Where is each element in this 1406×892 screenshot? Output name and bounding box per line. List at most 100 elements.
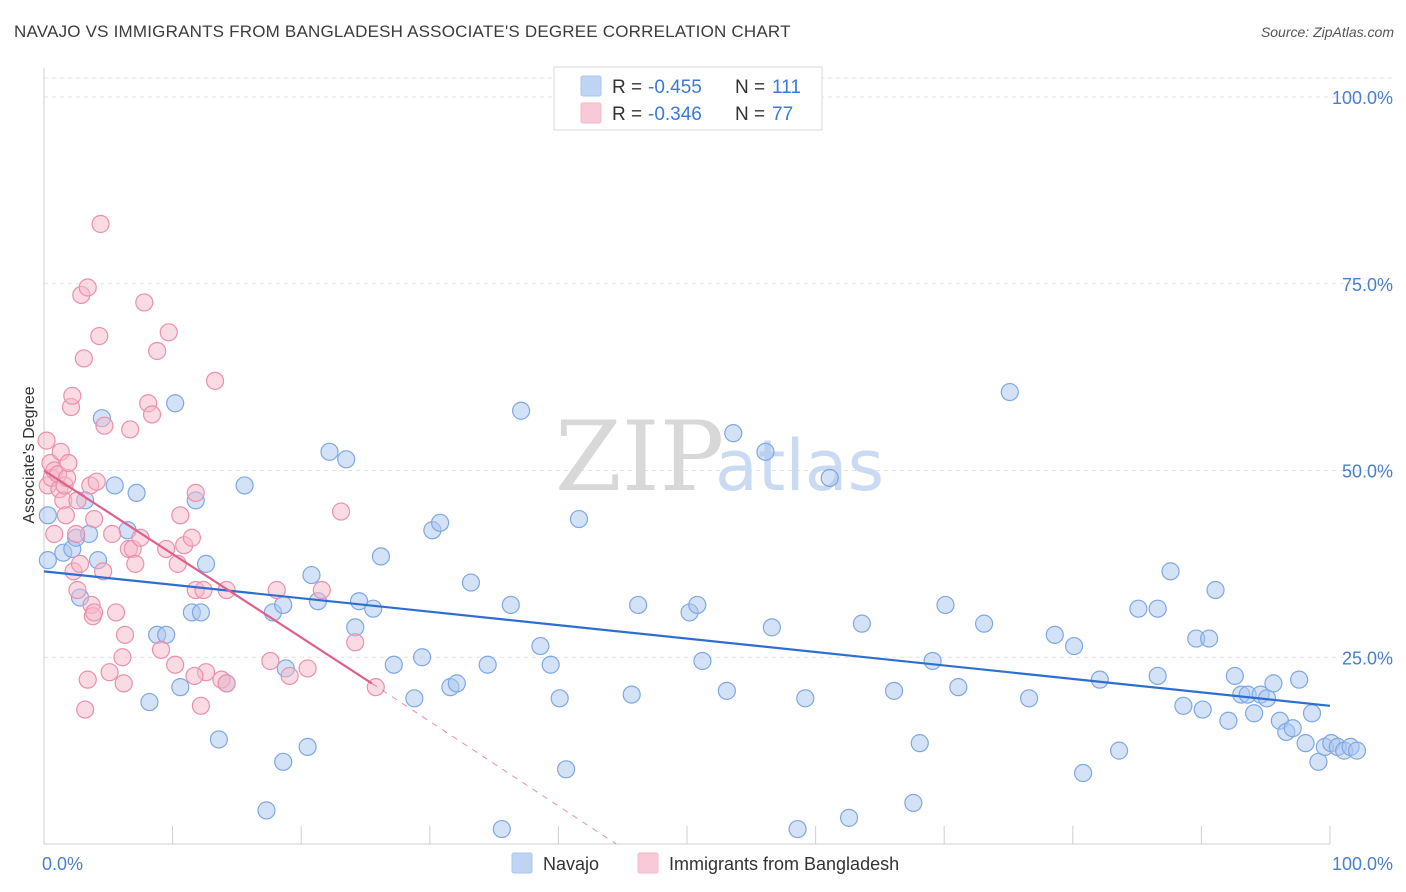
navajo-point [405,689,424,708]
bangladesh-point [331,502,351,521]
navajo-point [569,509,589,529]
series-legend: Navajo Immigrants from Bangladesh [511,852,899,874]
bangladesh-point [217,674,236,693]
chart-title: NAVAJO VS IMMIGRANTS FROM BANGLADESH ASS… [14,22,791,41]
navajo-point [1225,666,1244,686]
bangladesh-point [85,603,104,622]
y-tick-label: 25.0% [1342,648,1393,668]
navajo-point [852,614,871,633]
navajo-point [923,651,942,671]
data-points [37,214,1367,839]
navajo-point [949,678,968,697]
bangladesh-point [78,670,97,689]
navajo-point [1193,700,1212,719]
navajo-point [1309,752,1328,771]
legend-r-label-navajo: R = [612,77,642,98]
bangladesh-point [185,666,204,686]
bangladesh-point [151,640,171,659]
navajo-point [550,689,569,708]
navajo-point [1000,382,1019,402]
navajo-point [1245,704,1264,723]
legend-n-label-bangladesh: N = [735,104,765,125]
bangladesh-point [148,341,167,361]
bangladesh-point [103,524,122,544]
bangladesh-point [191,696,210,715]
navajo-point [1206,580,1225,600]
navajo-point [1283,719,1302,738]
navajo-point [1219,711,1238,730]
navajo-point [492,819,511,839]
navajo-point [1019,689,1039,708]
x-tick-label: 0.0% [42,854,83,874]
navajo-point [1109,741,1129,760]
bangladesh-point [182,528,201,547]
navajo-trend-line [43,570,1331,707]
y-tick-label: 100.0% [1332,88,1393,108]
bangladesh-point [37,431,56,450]
navajo-point [1264,674,1283,693]
navajo-point [910,734,929,753]
bangladesh-point [74,349,93,368]
navajo-point [171,678,190,697]
bangladesh-point [166,655,185,674]
navajo-point [412,648,432,667]
navajo-point [298,737,317,756]
navajo-point [461,573,481,592]
x-tick-labels: 0.0% 100.0% [42,854,1393,874]
navajo-point [904,793,923,813]
navajo-point [762,618,781,637]
bangladesh-point [113,648,132,667]
bangladesh-point [95,416,114,435]
bangladesh-point [114,674,133,693]
navajo-point [371,547,391,566]
legend-swatch-navajo [580,75,602,97]
bangladesh-point [115,625,135,644]
navajo-point [302,565,321,585]
navajo-point [839,808,859,827]
bangladesh-point [126,554,145,573]
stats-legend: R = -0.455 N = 111 R = -0.346 N = 77 [553,66,823,131]
bangladesh-point [171,506,190,525]
bangladesh-trend-line [43,469,373,685]
series-legend-swatch-navajo [511,852,533,874]
bangladesh-point [91,214,110,234]
navajo-point [884,681,904,700]
navajo-point [38,551,57,570]
bangladesh-point [298,659,317,678]
bangladesh-point [87,472,106,491]
bangladesh-point [106,603,126,622]
bangladesh-point [67,524,86,544]
navajo-point [320,442,339,461]
bangladesh-point [56,506,75,525]
legend-r-label-bangladesh: R = [612,104,642,125]
navajo-point [1090,670,1109,689]
navajo-point [974,614,994,633]
watermark-zip: ZIP [555,401,724,513]
bangladesh-point [312,580,331,600]
navajo-point [1290,670,1309,689]
navajo-point [364,599,383,618]
bangladesh-point [346,633,365,652]
bangladesh-point [100,663,119,682]
navajo-point [688,595,707,615]
navajo-point [1302,704,1322,723]
navajo-point [1129,599,1148,618]
bangladesh-point [159,323,178,342]
series-legend-label-bangladesh: Immigrants from Bangladesh [669,854,899,874]
navajo-point [105,476,124,495]
legend-n-value-bangladesh: 77 [772,104,793,125]
bangladesh-point [142,405,162,424]
navajo-point [756,442,775,461]
navajo-point [1200,629,1219,648]
gridlines [44,77,1394,658]
bangladesh-point [121,420,140,439]
bangladesh-point [78,278,97,297]
bangladesh-trend-extension [371,682,617,845]
navajo-point [127,483,146,503]
navajo-point [209,730,228,749]
legend-n-label-navajo: N = [735,77,765,98]
bangladesh-point [85,509,104,529]
navajo-point [1073,763,1093,783]
bangladesh-point [70,554,90,573]
